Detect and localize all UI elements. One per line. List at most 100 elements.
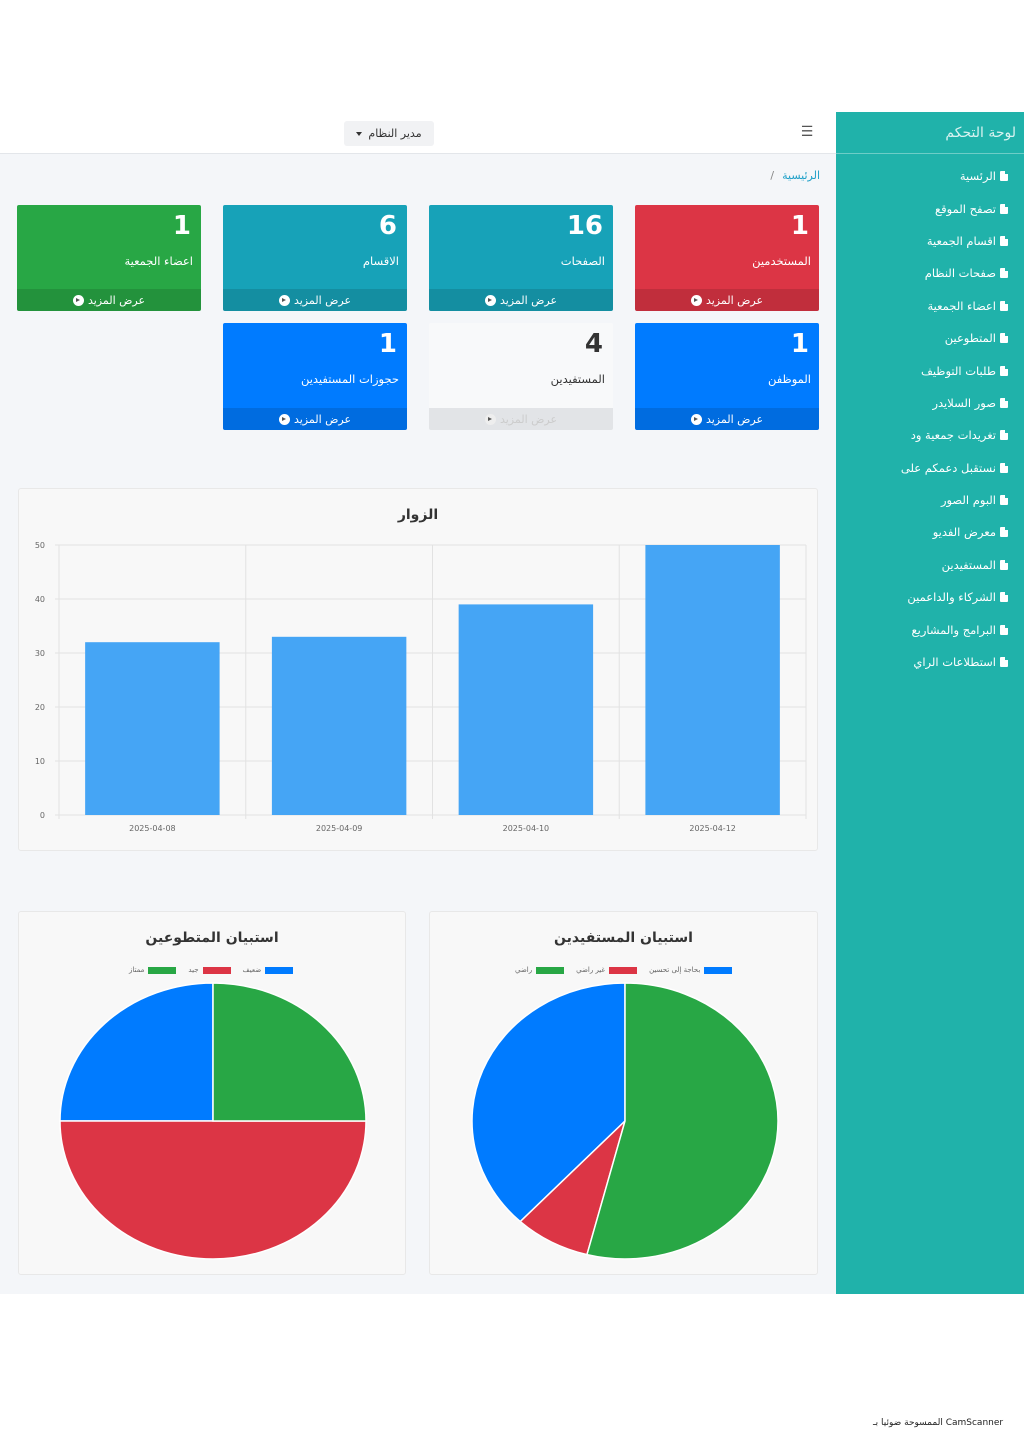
legend-item[interactable]: غير راضي [576,966,638,974]
sidebar-item-members[interactable]: اعضاء الجمعية [836,290,1024,322]
sidebar-item-sections[interactable]: اقسام الجمعية [836,225,1024,257]
visitors-chart-panel: الزوار 0 10 20 30 40 50 2025-04-08 2025-04-09 20… [18,488,818,851]
legend-label: راضي [515,966,533,974]
more-info-label: عرض المزيد [87,293,146,307]
x-tick-label: 2025-04-08 [129,824,176,833]
sidebar-item-label: البوم الصور [940,493,996,508]
arrow-circle-right-icon [484,413,496,425]
file-icon [1000,495,1008,506]
file-icon [1000,235,1008,246]
more-info-label: عرض المزيد [499,412,558,426]
beneficiaries-pie-chart [471,982,779,1260]
stat-count: 16 [566,211,603,241]
file-icon [1000,397,1008,408]
visitors-chart-title: الزوار [397,507,439,523]
legend-label: ضعيف [242,966,262,974]
more-info-link[interactable]: عرض المزيد [635,289,819,311]
sidebar-item-video-gallery[interactable]: معرض الفديو [836,516,1024,548]
sidebar-item-tweets[interactable]: تغريدات جمعية ود [836,419,1024,451]
sidebar-item-label: البرامج والمشاريع [911,622,997,637]
legend-swatch [202,966,231,974]
file-icon [1000,203,1008,214]
legend-swatch [704,966,733,974]
more-info-link[interactable]: عرض المزيد [429,289,613,311]
more-info-link[interactable]: عرض المزيد [223,408,407,430]
sidebar-item-photo-album[interactable]: البوم الصور [836,484,1024,516]
dashboard-app: ☰ مدير النظام لوحة التحكم الرئسية تصفح ا… [0,112,1024,1294]
file-icon [1000,268,1008,279]
volunteers-pie-chart [59,982,367,1260]
stat-label: الاقسام [362,254,399,268]
bar [458,604,594,815]
menu-icon[interactable]: ☰ [800,124,814,140]
stat-count: 1 [790,211,809,241]
pie-slice [59,982,214,1122]
legend-item[interactable]: جيد [188,966,231,974]
sidebar-item-beneficiaries[interactable]: المستفيدين [836,549,1024,581]
legend-item[interactable]: راضي [515,966,565,974]
file-icon [1000,657,1008,668]
file-icon [1000,171,1008,182]
stat-count: 1 [172,211,191,241]
stat-card-bookings: 1 حجوزات المستفيدين عرض المزيد [223,323,407,430]
legend-item[interactable]: بحاجة إلى تحسين [649,966,733,974]
top-navbar: ☰ مدير النظام [0,112,836,154]
breadcrumb-home[interactable]: الرئيسية [782,169,820,182]
sidebar: لوحة التحكم الرئسية تصفح الموقع اقسام ال… [836,112,1024,1294]
sidebar-brand[interactable]: لوحة التحكم [836,112,1024,154]
sidebar-item-partners[interactable]: الشركاء والداعمين [836,581,1024,613]
legend-item[interactable]: ضعيف [243,966,294,974]
legend-label: غير راضي [576,966,606,974]
sidebar-item-slider-images[interactable]: صور السلايدر [836,387,1024,419]
file-icon [1000,462,1008,473]
file-icon [1000,559,1008,570]
more-info-link[interactable]: عرض المزيد [223,289,407,311]
file-icon [1000,300,1008,311]
sidebar-item-job-requests[interactable]: طلبات التوظيف [836,354,1024,386]
stat-card-users: 1 المستخدمين عرض المزيد [635,205,819,311]
sidebar-item-support[interactable]: نستقبل دعمكم على [836,452,1024,484]
more-info-link[interactable]: عرض المزيد [17,289,201,311]
legend-swatch [609,966,638,974]
sidebar-item-system-pages[interactable]: صفحات النظام [836,257,1024,289]
bar [645,545,780,815]
sidebar-item-home[interactable]: الرئسية [836,160,1024,192]
arrow-circle-right-icon [690,294,702,306]
sidebar-item-programs[interactable]: البرامج والمشاريع [836,613,1024,645]
legend-item[interactable]: ممتاز [129,966,177,974]
sidebar-item-browse-site[interactable]: تصفح الموقع [836,192,1024,224]
y-tick-label: 10 [35,757,45,766]
file-icon [1000,527,1008,538]
sidebar-item-volunteers[interactable]: المتطوعين [836,322,1024,354]
more-info-link[interactable]: عرض المزيد [635,408,819,430]
sidebar-item-label: نستقبل دعمكم على [900,460,996,475]
sidebar-item-label: تغريدات جمعية ود [910,428,996,443]
stat-label: الصفحات [560,254,605,268]
legend-swatch [148,966,177,974]
stat-count: 6 [378,211,397,241]
stat-label: اعضاء الجمعية [124,254,193,268]
arrow-circle-right-icon [278,413,290,425]
file-icon [1000,624,1008,635]
stat-count: 1 [790,329,809,359]
arrow-circle-right-icon [72,294,84,306]
user-dropdown[interactable]: مدير النظام [344,121,434,146]
sidebar-item-polls[interactable]: استطلاعات الراي [836,646,1024,678]
sidebar-item-label: طلبات التوظيف [920,363,996,378]
beneficiaries-survey-panel: استبيان المستفيدين بحاجة إلى تحسين غير ر… [429,911,818,1275]
x-tick-label: 2025-04-12 [689,824,736,833]
more-info-link[interactable]: عرض المزيد [429,408,613,430]
legend-swatch [265,966,294,974]
sidebar-item-label: المستفيدين [941,557,996,572]
sidebar-item-label: معرض الفديو [932,525,996,540]
stat-label: المستفيدين [550,372,605,386]
pie-slice [59,1120,367,1260]
stat-count: 1 [378,329,397,359]
y-tick-label: 50 [35,541,45,550]
sidebar-item-label: صفحات النظام [924,266,996,281]
sidebar-item-label: المتطوعين [944,331,996,346]
sidebar-item-label: اقسام الجمعية [926,233,996,248]
stat-card-beneficiaries: 4 المستفيدين عرض المزيد [429,323,613,430]
stat-label: الموظفن [767,372,811,386]
bar [271,636,407,815]
